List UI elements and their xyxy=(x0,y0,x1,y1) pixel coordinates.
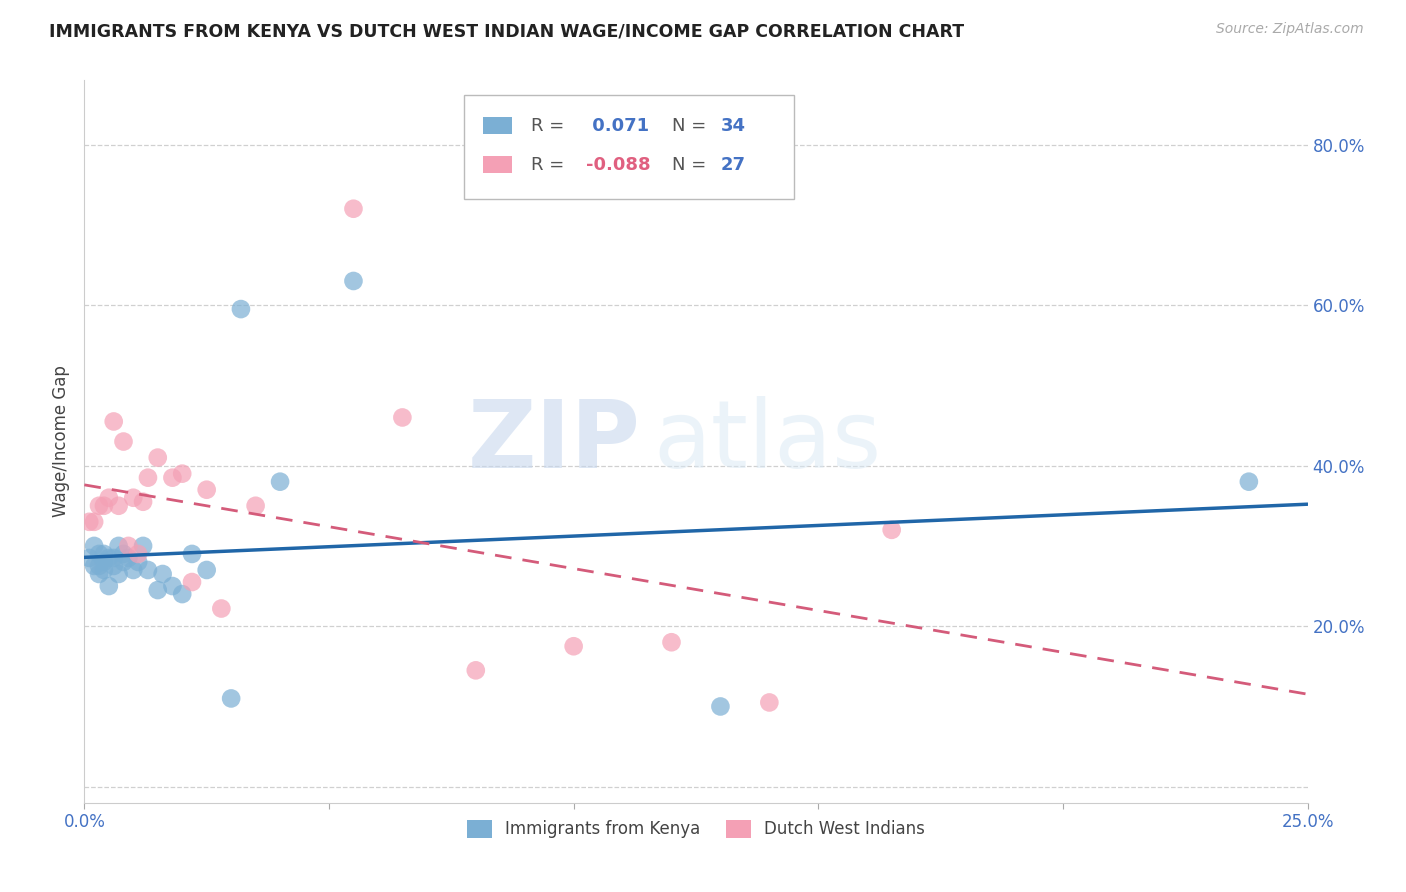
Point xyxy=(83,515,105,529)
Point xyxy=(464,664,486,678)
Point xyxy=(103,414,125,428)
Point xyxy=(87,499,110,513)
Point xyxy=(93,563,115,577)
Legend: Immigrants from Kenya, Dutch West Indians: Immigrants from Kenya, Dutch West Indian… xyxy=(460,813,932,845)
Point xyxy=(132,539,155,553)
Point xyxy=(229,301,252,317)
Point xyxy=(93,547,115,561)
Text: atlas: atlas xyxy=(654,395,882,488)
Point xyxy=(562,639,585,653)
Point xyxy=(127,555,149,569)
Text: ZIP: ZIP xyxy=(468,395,641,488)
Point xyxy=(103,551,125,566)
Point xyxy=(77,515,100,529)
Point xyxy=(127,547,149,561)
Point xyxy=(146,583,169,598)
Point xyxy=(391,410,413,425)
Point xyxy=(87,567,110,582)
Point xyxy=(97,551,120,566)
Point xyxy=(87,547,110,561)
Point xyxy=(112,547,135,561)
Point xyxy=(709,699,731,714)
Point xyxy=(122,491,145,505)
Point xyxy=(97,491,120,505)
Point xyxy=(880,523,903,537)
Text: R =: R = xyxy=(531,156,564,174)
Point xyxy=(342,274,364,288)
Point xyxy=(77,551,100,566)
Text: R =: R = xyxy=(531,117,564,135)
Point xyxy=(245,499,267,513)
Text: N =: N = xyxy=(672,156,706,174)
Point xyxy=(83,539,105,553)
Point xyxy=(181,547,204,561)
Text: -0.088: -0.088 xyxy=(586,156,651,174)
Point xyxy=(162,579,184,593)
Point xyxy=(219,691,242,706)
Point xyxy=(107,567,129,582)
Point xyxy=(195,563,218,577)
Point xyxy=(181,574,204,589)
Point xyxy=(136,470,159,484)
Text: 27: 27 xyxy=(720,156,745,174)
Point xyxy=(93,555,115,569)
Text: IMMIGRANTS FROM KENYA VS DUTCH WEST INDIAN WAGE/INCOME GAP CORRELATION CHART: IMMIGRANTS FROM KENYA VS DUTCH WEST INDI… xyxy=(49,22,965,40)
Point xyxy=(146,450,169,465)
Text: 34: 34 xyxy=(720,117,745,135)
Point xyxy=(209,601,232,615)
Point xyxy=(107,539,129,553)
Text: Source: ZipAtlas.com: Source: ZipAtlas.com xyxy=(1216,22,1364,37)
Text: 0.071: 0.071 xyxy=(586,117,650,135)
Point xyxy=(172,587,194,601)
FancyBboxPatch shape xyxy=(464,95,794,200)
Point xyxy=(117,539,139,553)
Point xyxy=(122,563,145,577)
Point xyxy=(83,558,105,573)
Point xyxy=(758,696,780,710)
Point xyxy=(162,470,184,484)
Point xyxy=(112,555,135,569)
Point xyxy=(1237,475,1260,489)
FancyBboxPatch shape xyxy=(484,117,513,135)
Point xyxy=(107,499,129,513)
Point xyxy=(342,202,364,216)
Point xyxy=(152,567,174,582)
Point xyxy=(97,579,120,593)
Point xyxy=(136,563,159,577)
Point xyxy=(269,475,291,489)
Text: N =: N = xyxy=(672,117,706,135)
Y-axis label: Wage/Income Gap: Wage/Income Gap xyxy=(52,366,70,517)
FancyBboxPatch shape xyxy=(484,156,513,173)
Point xyxy=(195,483,218,497)
Point xyxy=(661,635,683,649)
Point xyxy=(103,558,125,573)
Point xyxy=(87,558,110,573)
Point xyxy=(93,499,115,513)
Point xyxy=(132,494,155,508)
Point xyxy=(112,434,135,449)
Point xyxy=(172,467,194,481)
Point xyxy=(117,551,139,566)
